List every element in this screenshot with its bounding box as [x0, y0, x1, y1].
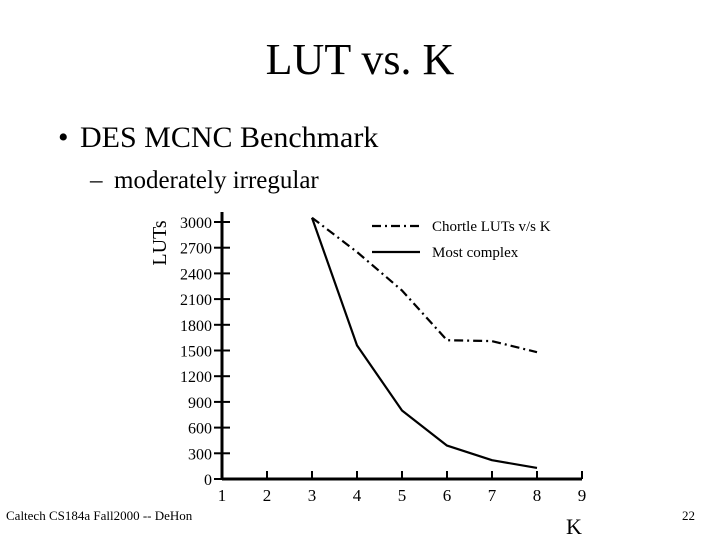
sub-bullet-dash: –: [90, 167, 103, 194]
y-tick-label: 1500: [180, 344, 212, 361]
x-tick-label: 3: [308, 486, 317, 505]
x-tick-label: 9: [578, 486, 587, 505]
chart-legend: Chortle LUTs v/s K Most complex: [372, 219, 551, 261]
bullet-dot: •: [58, 121, 69, 154]
footer-credit: Caltech CS184a Fall2000 -- DeHon: [6, 508, 193, 523]
slide-title: LUT vs. K: [265, 35, 455, 84]
y-tick-label: 2700: [180, 241, 212, 258]
page-number: 22: [682, 508, 695, 523]
y-axis-ticks: 0 300 600 900 1200 1500 1800 2100 2400 2700 3000: [180, 215, 230, 489]
x-tick-label: 2: [263, 486, 272, 505]
x-tick-label: 4: [353, 486, 362, 505]
y-tick-label: 2100: [180, 292, 212, 309]
y-tick-label: 0: [204, 472, 212, 489]
y-axis-label: LUTs: [149, 220, 171, 265]
y-tick-label: 900: [188, 395, 212, 412]
y-tick-label: 2400: [180, 266, 212, 283]
y-tick-label: 3000: [180, 215, 212, 232]
sub-bullet-item: – moderately irregular: [90, 166, 319, 196]
y-tick-label: 1800: [180, 318, 212, 335]
legend-label-2: Most complex: [432, 245, 519, 261]
sub-bullet-text: moderately irregular: [114, 167, 319, 194]
x-tick-label: 7: [488, 486, 497, 505]
bullet-item: • DES MCNC Benchmark: [58, 120, 378, 156]
y-tick-label: 600: [188, 421, 212, 438]
legend-label-1: Chortle LUTs v/s K: [432, 219, 551, 235]
x-tick-label: 6: [443, 486, 452, 505]
chart-series: [310, 216, 538, 469]
x-tick-label: 5: [398, 486, 407, 505]
x-axis-label: K: [566, 514, 582, 539]
y-tick-label: 1200: [180, 369, 212, 386]
x-tick-label: 8: [533, 486, 542, 505]
y-tick-label: 300: [188, 446, 212, 463]
x-tick-label: 1: [218, 486, 227, 505]
series-line-2: [310, 217, 538, 469]
x-axis-ticks: 1 2 3 4 5 6 7 8 9: [218, 471, 587, 505]
series-line-1: [311, 216, 538, 354]
bullet-text: DES MCNC Benchmark: [80, 121, 379, 154]
